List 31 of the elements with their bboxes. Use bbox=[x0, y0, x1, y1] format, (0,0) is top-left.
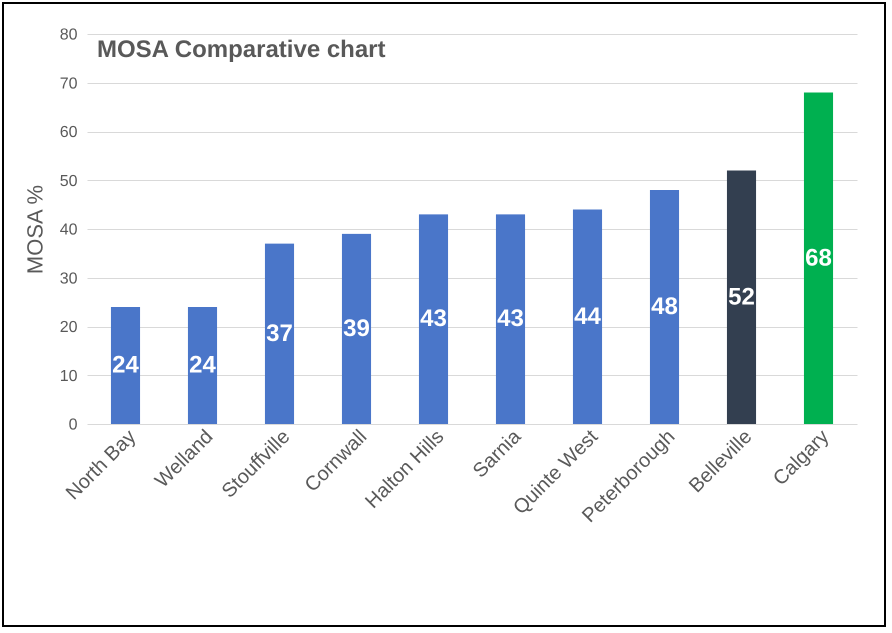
y-tick-label: 80 bbox=[60, 26, 78, 44]
bar bbox=[342, 234, 372, 424]
bar bbox=[650, 190, 680, 424]
y-tick-label: 40 bbox=[60, 222, 78, 238]
bar bbox=[418, 214, 448, 424]
data-label: 43 bbox=[497, 305, 524, 332]
bar bbox=[726, 170, 756, 424]
bar bbox=[572, 210, 602, 424]
bar bbox=[804, 92, 834, 424]
data-label: 24 bbox=[112, 352, 140, 378]
data-label: 52 bbox=[728, 283, 755, 310]
bar bbox=[188, 307, 218, 424]
data-label: 24 bbox=[189, 352, 216, 378]
bar bbox=[264, 244, 294, 424]
y-tick-label: 0 bbox=[68, 416, 78, 434]
y-tick-label: 20 bbox=[60, 319, 78, 336]
data-label: 43 bbox=[420, 305, 447, 332]
chart-title: MOSA Comparative chart bbox=[97, 36, 386, 63]
y-tick-label: 60 bbox=[60, 124, 78, 141]
y-tick-label: 10 bbox=[60, 368, 78, 385]
data-label: 44 bbox=[574, 302, 602, 330]
y-tick-label: 70 bbox=[60, 75, 78, 92]
y-axis-title: MOSA % bbox=[22, 184, 48, 274]
data-label: 48 bbox=[651, 293, 678, 320]
y-tick-label: 50 bbox=[60, 172, 78, 190]
data-label: 39 bbox=[343, 314, 370, 342]
y-tick-label: 30 bbox=[60, 270, 78, 288]
data-label: 37 bbox=[266, 320, 293, 347]
data-label: 68 bbox=[805, 244, 832, 272]
bar bbox=[496, 214, 526, 424]
bar bbox=[110, 307, 140, 424]
